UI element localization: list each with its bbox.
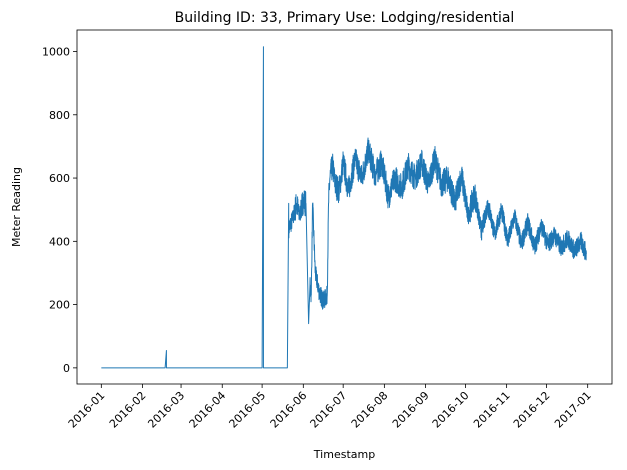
meter-reading-line [101,46,587,369]
x-tick-label: 2016-03 [145,389,187,431]
x-tick-label: 2016-07 [308,389,350,431]
plot-frame [76,29,613,385]
x-tick-label: 2016-06 [268,389,310,431]
y-tick-label: 600 [49,172,70,185]
y-axis-label: Meter Reading [10,167,23,247]
x-tick-label: 2016-11 [471,389,513,431]
y-tick-label: 800 [49,109,70,122]
y-tick-label: 400 [49,235,70,248]
x-tick-label: 2016-01 [66,389,108,431]
y-tick-label: 1000 [42,46,70,59]
chart-title: Building ID: 33, Primary Use: Lodging/re… [175,10,515,26]
x-tick-label: 2016-02 [107,389,149,431]
x-tick-label: 2016-08 [349,389,391,431]
y-tick-label: 0 [63,362,70,375]
x-tick-label: 2016-05 [227,389,269,431]
x-tick-label: 2016-10 [430,389,472,431]
x-tick-label: 2016-09 [390,389,432,431]
x-tick-label: 2017-01 [552,389,594,431]
x-tick-label: 2016-04 [187,389,229,431]
series-layer [101,46,587,369]
y-axis: 0 200 400 600 800 1000 [42,46,77,375]
y-tick-label: 200 [49,299,70,312]
x-axis-label: Timestamp [313,448,375,461]
x-tick-label: 2016-12 [511,389,553,431]
